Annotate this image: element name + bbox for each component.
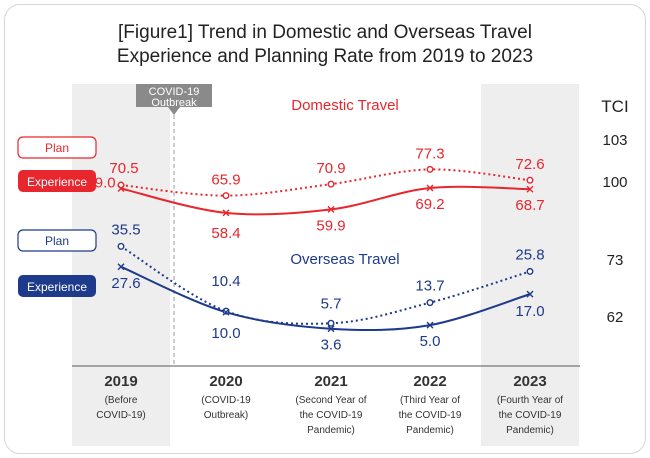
legend-domestic-plan-label: Plan (45, 141, 69, 155)
x-tick-label-2022: 2022 (413, 373, 446, 390)
x-tick-note-2023-2: the COVID-19 (499, 410, 562, 421)
x-tick-note-2020-2: Outbreak) (204, 410, 248, 421)
tci-header: TCI (601, 97, 628, 116)
overseas-experience-label-2021: 3.6 (321, 337, 342, 354)
x-tick-label-2019: 2019 (104, 373, 137, 390)
overseas-experience-point-2020 (222, 308, 230, 316)
domestic-plan-label-2019: 70.5 (109, 160, 138, 177)
covid-badge-line-2: Outbreak (151, 97, 197, 109)
overseas-plan-label-2023: 25.8 (515, 246, 544, 263)
tci-overseas-plan: 73 (607, 252, 624, 269)
domestic-plan-label-2020: 65.9 (211, 172, 240, 189)
x-tick-label-2020: 2020 (209, 373, 242, 390)
domestic-experience-line (120, 185, 531, 216)
chart-title-line-1: [Figure1] Trend in Domestic and Overseas… (118, 22, 532, 43)
domestic-experience-point-2020 (222, 209, 230, 217)
domestic-experience-label-2020: 58.4 (211, 225, 240, 242)
overseas-experience-label-2022: 5.0 (420, 333, 441, 350)
legend-domestic-experience-box (18, 170, 96, 192)
domestic-experience-point-2019 (117, 185, 125, 192)
domestic-experience-point-2023 (526, 185, 534, 193)
domestic-travel-label: Domestic Travel (291, 97, 399, 114)
overseas-experience-point-2022 (426, 321, 434, 329)
overseas-experience-point-2023 (526, 290, 534, 298)
legend-overseas-experience-box (18, 275, 96, 297)
x-tick-note-2021-2: the COVID-19 (300, 410, 363, 421)
tci-domestic-experience: 100 (602, 174, 627, 191)
covid-badge (136, 84, 212, 115)
overseas-plan-point-2023 (526, 267, 534, 275)
domestic-experience-label-2023: 68.7 (515, 197, 544, 214)
x-tick-note-2019-1: (Before (105, 395, 138, 406)
chart-title-line-2: Experience and Planning Rate from 2019 t… (117, 46, 533, 67)
covid-outbreak-marker: COVID-19 Outbreak (136, 84, 212, 366)
domestic-plan-point-2022 (426, 165, 434, 173)
legend-domestic-plan-box (17, 136, 97, 159)
legend-overseas-plan: Plan (17, 229, 97, 252)
legend-overseas-experience: Experience (18, 275, 96, 297)
x-tick-note-2021-3: Pandemic) (307, 425, 355, 436)
x-tick-label-2023: 2023 (513, 373, 546, 390)
overseas-plan-label-2019: 35.5 (111, 221, 140, 238)
legend-domestic-experience: Experience (18, 170, 96, 192)
x-tick-label-2021: 2021 (314, 373, 347, 390)
overseas-plan-label-2022: 13.7 (415, 278, 444, 295)
tci-domestic-plan: 103 (602, 132, 627, 149)
domestic-plan-point-2020 (222, 192, 230, 200)
overseas-plan-point-2021 (327, 319, 335, 327)
domestic-plan-point-2021 (327, 180, 335, 188)
overseas-plan-label-2021: 5.7 (321, 295, 342, 312)
legend-domestic-experience-label: Experience (27, 175, 87, 189)
covid-badge-line-1: COVID-19 (149, 86, 200, 98)
x-tick-note-2022-2: the COVID-19 (399, 410, 462, 421)
domestic-plan-point-2023 (526, 176, 534, 184)
domestic-experience-label-2021: 59.9 (316, 217, 345, 234)
x-tick-note-2021-1: (Second Year of (295, 395, 366, 406)
overseas-travel-label: Overseas Travel (290, 251, 399, 268)
overseas-experience-point-2019 (117, 263, 125, 271)
overseas-experience-point-2021 (327, 325, 335, 333)
x-tick-note-2022-1: (Third Year of (400, 395, 460, 406)
domestic-plan-label-2021: 70.9 (316, 160, 345, 177)
shade-2023 (481, 84, 579, 446)
domestic-experience-point-2022 (426, 184, 434, 192)
x-tick-note-2022-3: Pandemic) (406, 425, 454, 436)
x-tick-note-2023-3: Pandemic) (506, 425, 554, 436)
legend-overseas-plan-label: Plan (45, 234, 69, 248)
x-tick-note-2020-1: (COVID-19 (201, 395, 251, 406)
domestic-plan-label-2023: 72.6 (515, 156, 544, 173)
overseas-experience-label-2020: 10.0 (211, 325, 240, 342)
legend-domestic-plan: Plan (17, 136, 97, 159)
domestic-experience-point-2021 (327, 205, 335, 213)
overseas-plan-point-2019 (117, 242, 125, 250)
x-tick-note-2019-2: COVID-19) (96, 410, 145, 421)
x-tick-note-2023-1: (Fourth Year of (497, 395, 563, 406)
overseas-experience-label-2019: 27.6 (111, 275, 140, 292)
legend-overseas-experience-label: Experience (27, 280, 87, 294)
overseas-plan-point-2022 (426, 299, 434, 307)
tci-overseas-experience: 62 (607, 309, 624, 326)
domestic-experience-label-2022: 69.2 (415, 196, 444, 213)
overseas-plan-point-2020 (222, 307, 230, 315)
domestic-plan-label-2022: 77.3 (415, 145, 444, 162)
overseas-plan-label-2020: 10.4 (211, 273, 240, 290)
overseas-experience-label-2023: 17.0 (515, 303, 544, 320)
legend-overseas-plan-box (17, 229, 97, 252)
